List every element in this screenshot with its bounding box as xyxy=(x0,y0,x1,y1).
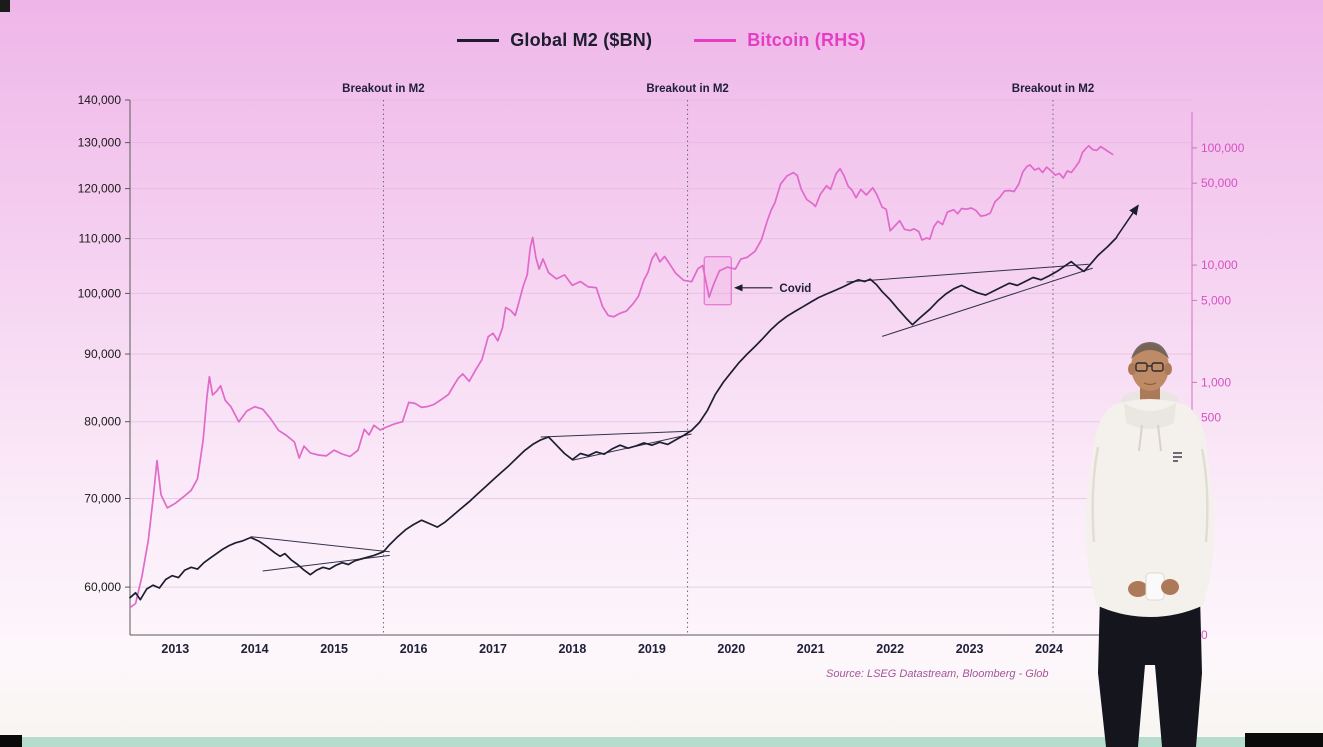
presenter-ear-right xyxy=(1164,363,1172,375)
left-axis-label: 100,000 xyxy=(78,286,122,300)
hoodie-drawstring xyxy=(1138,424,1143,452)
year-label: 2014 xyxy=(241,642,269,656)
source-note: Source: LSEG Datastream, Bloomberg - Glo… xyxy=(826,668,1049,680)
trendline xyxy=(262,554,390,572)
right-axis-label: 100,000 xyxy=(1201,141,1245,155)
trendline xyxy=(882,267,1093,337)
right-axis-label: 10,000 xyxy=(1201,258,1238,272)
left-axis-label: 90,000 xyxy=(84,347,121,361)
year-label: 2021 xyxy=(797,642,825,656)
left-axis-label: 70,000 xyxy=(84,492,121,506)
legend-label-m2: Global M2 ($BN) xyxy=(510,30,653,50)
presenter-ear-left xyxy=(1128,363,1136,375)
breakout-label: Breakout in M2 xyxy=(646,83,728,95)
bitcoin-line-swatch xyxy=(694,39,737,42)
hoodie-drawstring xyxy=(1157,424,1162,452)
hoodie-logo xyxy=(1173,452,1182,462)
presenter-hair xyxy=(1131,342,1169,359)
right-axis-label: 0 xyxy=(1201,628,1208,642)
left-axis-label: 80,000 xyxy=(84,415,121,429)
year-label: 2013 xyxy=(161,642,189,656)
left-axis-label: 60,000 xyxy=(84,580,121,594)
m2-line-swatch xyxy=(457,39,500,42)
year-label: 2019 xyxy=(638,642,666,656)
hoodie-collar xyxy=(1124,403,1176,429)
hoodie-torso xyxy=(1085,399,1215,617)
presenter-head xyxy=(1131,343,1169,391)
right-axis-label: 500 xyxy=(1201,411,1221,425)
bottom-teal-bar xyxy=(0,737,1323,747)
bitcoin-series-line xyxy=(129,144,1114,609)
year-label: 2020 xyxy=(717,642,745,656)
legend-item-bitcoin: Bitcoin (RHS) xyxy=(694,30,866,51)
presenter-pants xyxy=(1098,595,1202,747)
trendline xyxy=(540,430,692,438)
presenter-hand-left xyxy=(1161,579,1179,595)
hoodie-sleeve-seam xyxy=(1091,446,1100,543)
year-label: 2022 xyxy=(876,642,904,656)
presenter-glasses xyxy=(1135,362,1164,372)
year-label: 2015 xyxy=(320,642,348,656)
video-artifact-corner xyxy=(0,0,10,12)
right-axis-label: 1,000 xyxy=(1201,375,1231,389)
legend-item-m2: Global M2 ($BN) xyxy=(457,30,652,51)
right-axis-label: 5,000 xyxy=(1201,293,1231,307)
hoodie-sleeve-seam xyxy=(1200,448,1209,543)
left-axis-label: 110,000 xyxy=(79,232,122,246)
breakout-label: Breakout in M2 xyxy=(1012,83,1094,95)
year-label: 2016 xyxy=(400,642,428,656)
year-label: 2017 xyxy=(479,642,507,656)
m2-projection-arrow xyxy=(1115,204,1139,238)
year-label: 2018 xyxy=(558,642,586,656)
presenter-mouth xyxy=(1143,382,1157,386)
chart-legend: Global M2 ($BN) Bitcoin (RHS) xyxy=(0,30,1323,51)
covid-label: Covid xyxy=(779,283,811,295)
bottom-left-black-corner xyxy=(0,735,22,747)
year-label: 2024 xyxy=(1035,642,1063,656)
year-label: 2023 xyxy=(956,642,984,656)
left-axis-label: 120,000 xyxy=(78,182,122,196)
right-axis-label: 50,000 xyxy=(1201,176,1238,190)
left-axis-label: 130,000 xyxy=(78,136,122,150)
trendline xyxy=(250,536,390,553)
breakout-label: Breakout in M2 xyxy=(342,83,424,95)
trendline xyxy=(846,263,1089,283)
bottom-right-black-corner xyxy=(1245,733,1323,747)
m2-series-line xyxy=(129,236,1118,601)
presenter-hand-right xyxy=(1128,581,1148,597)
presenter-person xyxy=(1085,342,1215,747)
left-axis-label: 140,000 xyxy=(78,93,122,107)
legend-label-bitcoin: Bitcoin (RHS) xyxy=(747,30,866,50)
